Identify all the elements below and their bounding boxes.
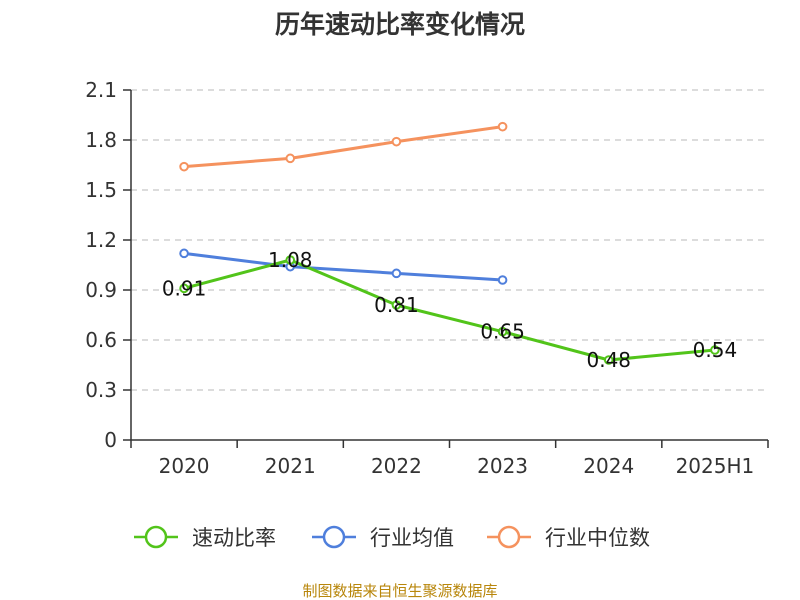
data-point[interactable] — [179, 248, 189, 259]
y-tick-label: 0.3 — [85, 378, 117, 402]
source-note: 制图数据来自恒生聚源数据库 — [302, 582, 497, 600]
data-point[interactable] — [603, 355, 614, 365]
data-label: 0.81 — [374, 293, 419, 317]
y-tick-label: 1.8 — [85, 128, 117, 152]
data-label: 0.48 — [586, 348, 631, 372]
series-line — [183, 125, 503, 169]
legend-marker — [144, 525, 168, 549]
legend-item[interactable]: 行业中位数 — [487, 525, 650, 550]
chart-title: 历年速动比率变化情况 — [275, 10, 525, 39]
data-point[interactable] — [391, 136, 402, 147]
y-tick-label: 0.9 — [85, 278, 117, 302]
series-line — [183, 258, 716, 362]
series-lines — [179, 121, 720, 365]
x-tick-label: 2021 — [265, 454, 316, 478]
legend[interactable]: 速动比率 行业均值 行业中位数 — [134, 525, 650, 550]
y-tick-label: 1.2 — [85, 228, 117, 252]
x-tick-label: 2020 — [159, 454, 210, 478]
data-label: 1.08 — [268, 248, 313, 272]
series-line — [183, 251, 503, 282]
x-tick-label: 2022 — [371, 454, 422, 478]
legend-marker — [322, 525, 346, 549]
y-tick-label: 0 — [104, 428, 117, 452]
legend-item[interactable]: 速动比率 — [134, 525, 276, 550]
data-labels: 0.91 1.08 0.81 0.65 0.48 0.54 — [162, 248, 737, 372]
grid-lines — [131, 89, 768, 391]
legend-label: 速动比率 — [192, 526, 276, 550]
legend-marker — [497, 525, 521, 549]
x-tick-label: 2024 — [583, 454, 634, 478]
data-point[interactable] — [710, 345, 720, 355]
data-point[interactable] — [497, 326, 508, 337]
y-tick-label: 0.6 — [85, 328, 117, 352]
axes: 0 0.3 0.6 0.9 1.2 1.5 1.8 2.1 2020 2021 2022 2023 20… — [85, 78, 769, 478]
legend-label: 行业均值 — [370, 526, 454, 550]
x-tick-label: 2023 — [477, 454, 528, 478]
data-point[interactable] — [497, 275, 508, 285]
data-point[interactable] — [179, 161, 189, 172]
legend-label: 行业中位数 — [545, 526, 650, 550]
data-label: 0.65 — [480, 320, 525, 344]
data-label: 0.91 — [162, 276, 207, 300]
data-point[interactable] — [285, 255, 296, 265]
y-tick-label: 2.1 — [85, 78, 117, 102]
data-point[interactable] — [391, 300, 402, 310]
data-point[interactable] — [497, 121, 508, 132]
legend-item[interactable]: 行业均值 — [312, 525, 454, 550]
data-label: 0.54 — [693, 338, 738, 362]
data-point[interactable] — [179, 283, 189, 294]
y-tick-label: 1.5 — [85, 178, 117, 202]
x-tick-label: 2025H1 — [676, 454, 755, 478]
data-point[interactable] — [285, 153, 296, 164]
data-point[interactable] — [391, 268, 402, 279]
